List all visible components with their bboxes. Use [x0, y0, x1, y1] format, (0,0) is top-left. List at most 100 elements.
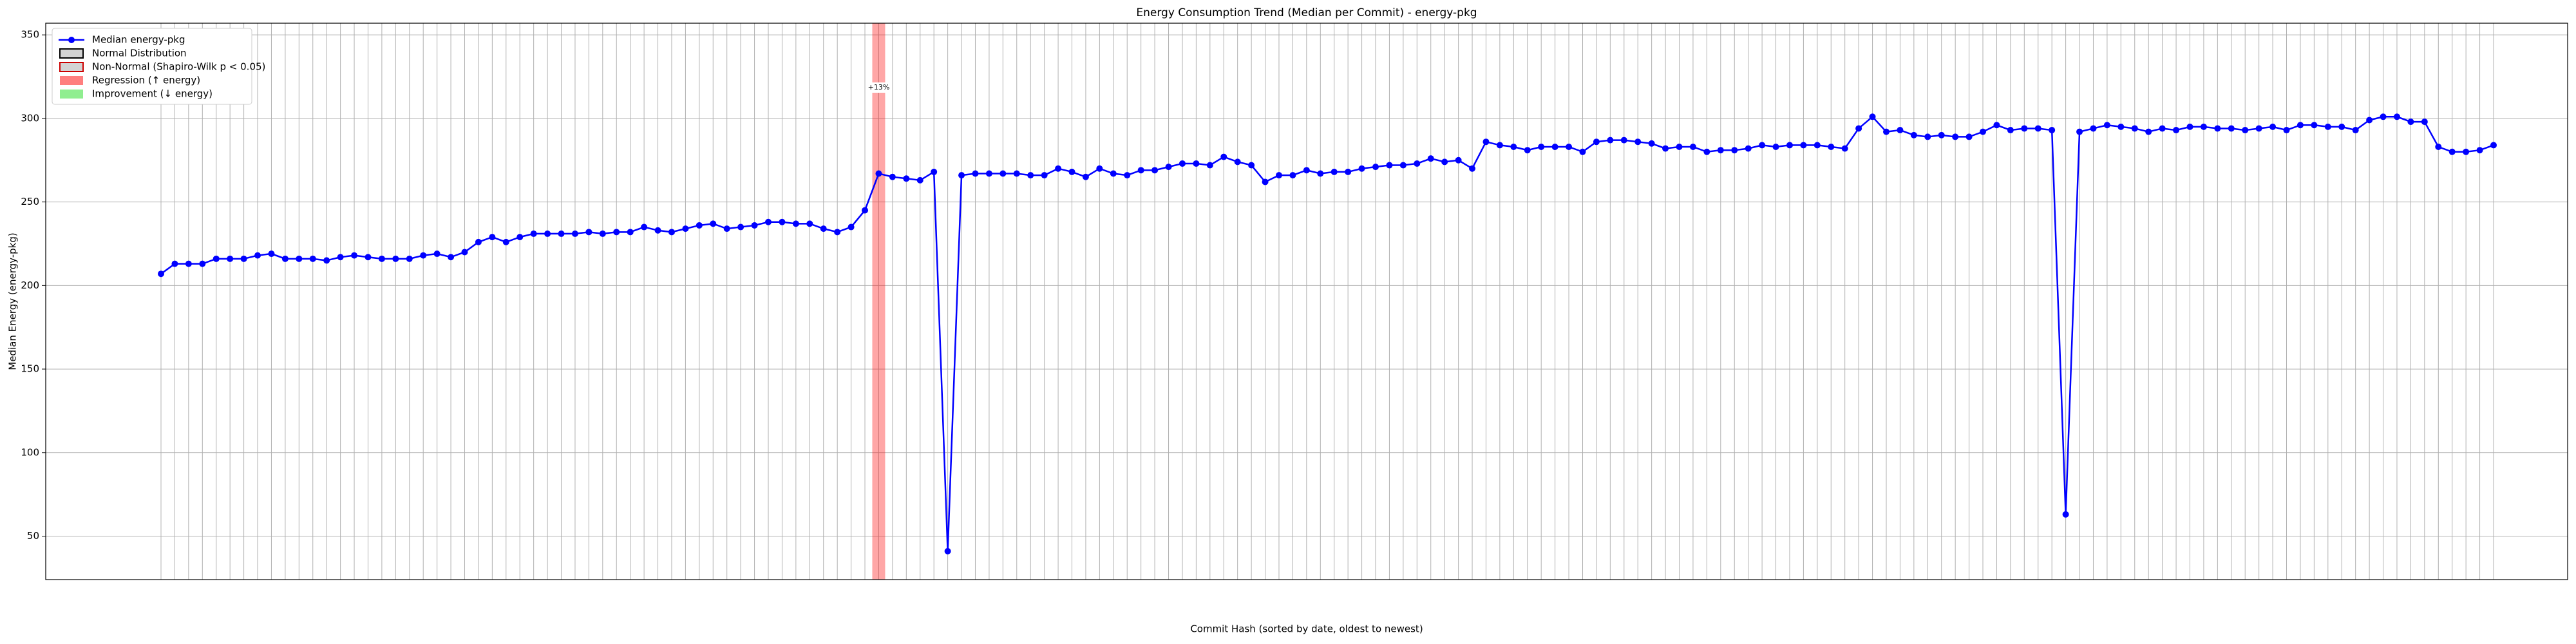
median-marker	[337, 254, 344, 261]
median-marker	[309, 255, 316, 262]
median-marker	[1372, 164, 1379, 171]
median-marker	[2214, 125, 2221, 132]
median-marker	[1427, 155, 1434, 162]
median-marker	[1041, 172, 1048, 179]
median-marker	[806, 220, 813, 227]
median-marker	[1566, 144, 1573, 150]
median-marker	[2159, 125, 2166, 132]
median-marker	[1482, 138, 1490, 146]
median-marker	[848, 223, 855, 231]
median-marker	[1262, 178, 1269, 185]
median-marker	[903, 175, 910, 182]
median-marker	[779, 218, 786, 225]
median-marker	[2407, 118, 2414, 126]
median-marker	[1745, 145, 1752, 152]
median-marker	[213, 255, 220, 262]
median-marker	[1703, 148, 1710, 155]
legend-swatch	[59, 62, 84, 72]
median-marker	[862, 207, 869, 214]
median-marker	[2034, 125, 2041, 132]
y-tick-label: 350	[21, 29, 39, 41]
median-marker	[199, 260, 206, 267]
median-marker	[420, 252, 427, 259]
x-axis-label: Commit Hash (sorted by date, oldest to n…	[1190, 623, 1423, 635]
median-marker	[171, 260, 178, 267]
plot-frame	[45, 23, 2568, 580]
median-marker	[1952, 133, 1959, 140]
median-marker	[1275, 172, 1282, 179]
median-marker	[585, 229, 592, 236]
median-marker	[1137, 167, 1144, 174]
median-marker	[1013, 170, 1020, 177]
median-marker	[2435, 144, 2442, 150]
median-marker	[268, 251, 275, 258]
median-marker	[599, 230, 606, 237]
median-marker	[2311, 122, 2318, 129]
median-marker	[1634, 138, 1642, 146]
median-marker	[2049, 127, 2056, 134]
median-marker	[2131, 125, 2138, 132]
median-marker	[1689, 144, 1696, 150]
legend-swatch	[60, 76, 83, 85]
median-marker	[502, 238, 509, 245]
median-marker	[1593, 138, 1600, 146]
median-marker	[1800, 142, 1807, 149]
legend: Median energy-pkg Normal Distribution Non-…	[52, 28, 265, 105]
median-marker	[1841, 145, 1848, 152]
median-marker	[1399, 162, 1406, 169]
y-tick-label: 300	[21, 112, 39, 124]
median-marker	[544, 230, 551, 237]
median-marker	[2448, 148, 2456, 155]
median-marker	[1151, 167, 1159, 174]
median-marker	[1110, 170, 1117, 177]
median-marker	[972, 170, 979, 177]
median-marker	[1620, 137, 1627, 144]
y-tick-label: 50	[27, 530, 39, 542]
y-tick-label: 200	[21, 279, 39, 291]
median-marker	[1731, 147, 1738, 154]
median-marker	[296, 255, 303, 262]
median-marker	[1897, 127, 1904, 134]
median-marker	[654, 227, 661, 234]
median-marker	[2476, 147, 2483, 154]
legend-box	[52, 28, 252, 105]
median-marker	[985, 170, 992, 177]
y-tick-label: 250	[21, 196, 39, 207]
median-marker	[1538, 144, 1545, 150]
median-marker	[475, 238, 482, 245]
median-marker	[227, 255, 234, 262]
median-marker	[185, 260, 192, 267]
median-marker	[489, 234, 496, 241]
median-marker	[1855, 125, 1862, 132]
median-marker	[571, 230, 578, 237]
median-marker	[613, 229, 620, 236]
median-marker	[240, 255, 247, 262]
median-marker	[1648, 140, 1655, 147]
annotation-box	[866, 82, 892, 93]
median-marker	[1551, 144, 1558, 150]
median-marker	[696, 222, 703, 229]
regression-band	[872, 23, 886, 580]
median-marker	[516, 234, 524, 241]
median-marker	[2062, 511, 2069, 518]
median-marker	[1455, 156, 1462, 164]
median-marker	[2380, 113, 2387, 120]
median-marker	[668, 229, 675, 236]
median-marker	[1386, 162, 1393, 169]
median-marker	[1414, 160, 1421, 167]
median-marker	[1607, 137, 1614, 144]
median-marker	[2007, 127, 2014, 134]
median-marker	[2090, 125, 2097, 132]
legend-label: Normal Distribution	[92, 48, 187, 59]
median-marker	[1441, 158, 1448, 166]
median-marker	[792, 220, 799, 227]
median-marker	[1345, 168, 1352, 175]
median-marker	[1068, 168, 1075, 175]
median-marker	[820, 225, 827, 232]
median-marker	[1676, 144, 1683, 150]
median-marker	[433, 251, 440, 258]
median-marker	[1331, 168, 1338, 175]
median-marker	[1772, 144, 1779, 150]
median-marker	[1220, 153, 1227, 160]
